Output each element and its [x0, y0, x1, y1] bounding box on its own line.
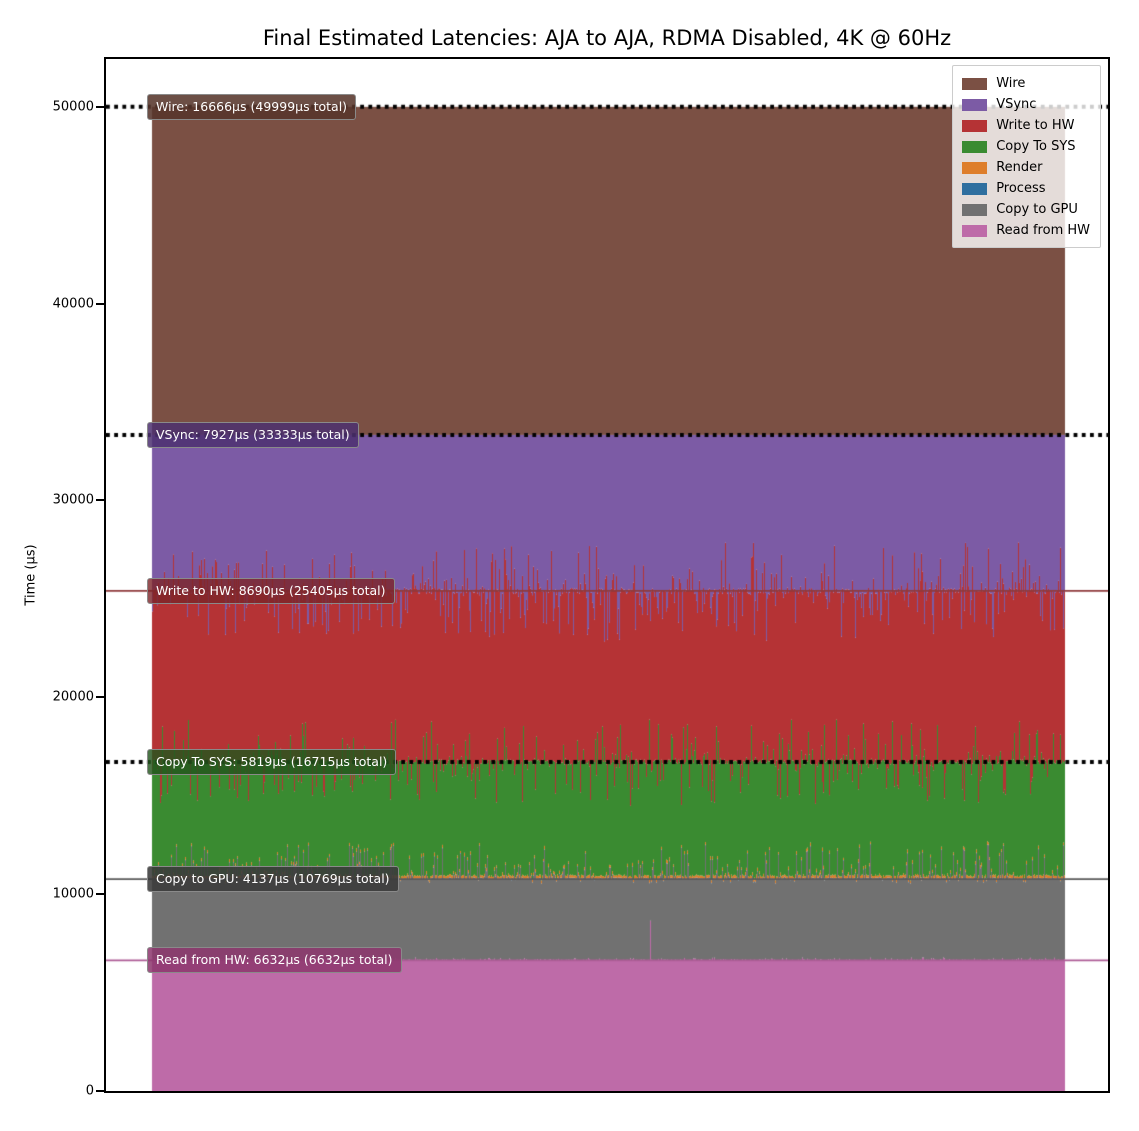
y-tick-mark-20000 — [96, 696, 104, 699]
chart-canvas — [106, 59, 1108, 1091]
annotation-copy-to-sys: Copy To SYS: 5819µs (16715µs total) — [147, 748, 397, 775]
y-tick-mark-10000 — [96, 893, 104, 896]
legend-label-copy-to-sys: Copy To SYS — [996, 139, 1076, 154]
legend-item-copy-to-gpu: Copy to GPU — [962, 199, 1090, 220]
legend-swatch-read-from-hw — [962, 224, 988, 237]
y-tick-mark-50000 — [96, 105, 104, 108]
y-tick-label-0: 0 — [85, 1083, 94, 1099]
annotation-vsync: VSync: 7927µs (33333µs total) — [147, 421, 359, 448]
legend-label-vsync: VSync — [996, 97, 1037, 112]
y-tick-mark-0 — [96, 1090, 104, 1092]
legend-label-read-from-hw: Read from HW — [996, 223, 1090, 238]
y-tick-label-50000: 50000 — [52, 99, 94, 115]
legend-item-vsync: VSync — [962, 94, 1090, 115]
legend-label-process: Process — [996, 181, 1046, 196]
annotation-copy-to-gpu: Copy to GPU: 4137µs (10769µs total) — [147, 866, 399, 893]
legend-label-copy-to-gpu: Copy to GPU — [996, 202, 1078, 217]
y-tick-label-10000: 10000 — [52, 886, 94, 902]
legend-item-render: Render — [962, 157, 1090, 178]
annotation-wire: Wire: 16666µs (49999µs total) — [147, 93, 357, 120]
chart-title: Final Estimated Latencies: AJA to AJA, R… — [262, 26, 952, 50]
y-tick-mark-30000 — [96, 499, 104, 502]
annotation-read-from-hw: Read from HW: 6632µs (6632µs total) — [147, 947, 402, 974]
legend-label-write-to-hw: Write to HW — [996, 118, 1075, 133]
y-tick-label-20000: 20000 — [52, 689, 94, 705]
legend-swatch-render — [962, 161, 988, 174]
legend-swatch-write-to-hw — [962, 119, 988, 132]
legend-item-read-from-hw: Read from HW — [962, 220, 1090, 241]
legend-label-render: Render — [996, 160, 1043, 175]
legend-swatch-vsync — [962, 98, 988, 111]
legend-item-write-to-hw: Write to HW — [962, 115, 1090, 136]
legend-label-wire: Wire — [996, 76, 1026, 91]
legend-swatch-process — [962, 182, 988, 195]
legend-swatch-copy-to-gpu — [962, 203, 988, 216]
legend: Wire VSync Write to HW Copy To SYS Render Pro… — [952, 65, 1101, 248]
y-tick-label-40000: 40000 — [52, 296, 94, 312]
annotation-write-to-hw: Write to HW: 8690µs (25405µs total) — [147, 577, 395, 604]
y-tick-label-30000: 30000 — [52, 492, 94, 508]
annotations-layer: Wire: 16666µs (49999µs total) VSync: 7927… — [106, 59, 1108, 1091]
y-tick-mark-40000 — [96, 302, 104, 305]
legend-item-wire: Wire — [962, 73, 1090, 94]
legend-item-copy-to-sys: Copy To SYS — [962, 136, 1090, 157]
legend-swatch-wire — [962, 77, 988, 90]
legend-swatch-copy-to-sys — [962, 140, 988, 153]
plot-area: Wire: 16666µs (49999µs total) VSync: 7927… — [104, 57, 1110, 1093]
legend-item-process: Process — [962, 178, 1090, 199]
y-axis-label: Time (µs) — [23, 544, 39, 606]
